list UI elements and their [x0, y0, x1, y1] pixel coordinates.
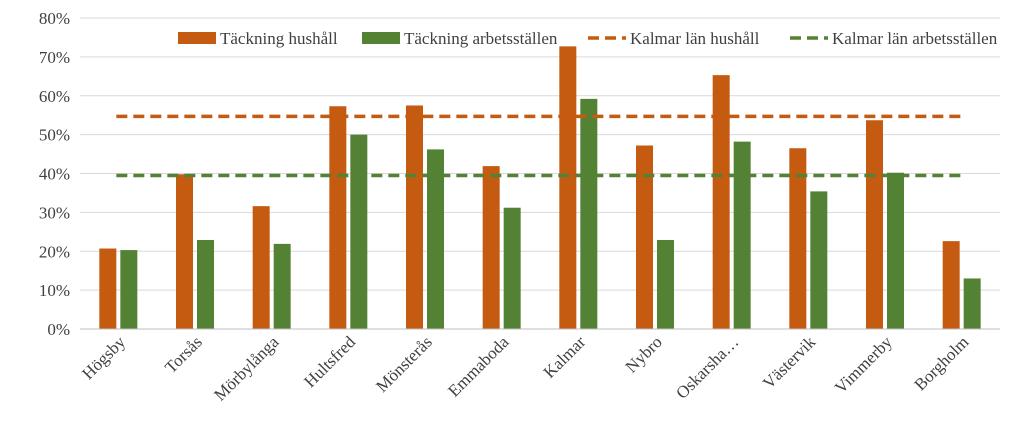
x-tick-label: Västervik [759, 332, 820, 393]
y-tick-label: 40% [39, 165, 70, 184]
bars [99, 46, 981, 330]
bar-hushall-9 [789, 148, 807, 329]
bar-hushall-7 [636, 145, 653, 329]
x-tick-label: Mörbylånga [210, 332, 283, 405]
y-tick-label: 60% [39, 87, 70, 106]
x-tick-label: Högsby [78, 332, 129, 383]
reference-lines [116, 114, 964, 178]
bar-arbetsstallen-8 [733, 141, 751, 329]
x-tick-label: Torsås [161, 332, 206, 377]
bar-arbetsstallen-5 [503, 207, 521, 329]
bar-arbetsstallen-0 [120, 250, 138, 329]
bar-hushall-1 [176, 174, 193, 329]
bar-hushall-3 [329, 106, 347, 329]
bar-arbetsstallen-3 [350, 134, 368, 329]
bar-hushall-6 [559, 46, 577, 329]
x-tick-label: Emmaboda [444, 332, 513, 401]
y-tick-label: 0% [47, 320, 70, 339]
bar-arbetsstallen-4 [427, 149, 444, 329]
bar-hushall-4 [406, 105, 423, 329]
legend-label: Kalmar län hushåll [630, 29, 760, 48]
legend-label: Kalmar län arbetsställen [832, 29, 998, 48]
x-tick-label: Hultsfred [300, 332, 359, 391]
x-tick-label: Vimmerby [831, 332, 896, 397]
bar-hushall-11 [942, 241, 960, 329]
legend-swatch [178, 32, 216, 44]
y-tick-label: 70% [39, 48, 70, 67]
bar-hushall-10 [866, 120, 883, 330]
bar-hushall-8 [712, 75, 730, 330]
x-tick-label: Borgholm [911, 332, 973, 394]
legend-label: Täckning hushåll [220, 29, 338, 48]
legend: Täckning hushåll Täckning arbetsställen Ka… [178, 29, 998, 48]
bar-arbetsstallen-7 [657, 239, 674, 329]
bar-arbetsstallen-10 [887, 172, 904, 329]
bar-arbetsstallen-9 [810, 191, 828, 329]
bar-hushall-2 [252, 206, 270, 329]
y-axis-ticks: 0% 10% 20% 30% 40% 50% 60% 70% 80% [39, 9, 70, 339]
legend-swatch [362, 32, 400, 44]
bar-arbetsstallen-1 [197, 239, 214, 329]
x-axis-ticks: Högsby Torsås Mörbylånga Hultsfred Mönsterås… [78, 332, 972, 405]
x-tick-label: Nybro [622, 332, 666, 376]
y-tick-label: 50% [39, 126, 70, 145]
y-tick-label: 10% [39, 281, 70, 300]
y-tick-label: 30% [39, 203, 70, 222]
gridlines [80, 17, 1000, 291]
x-tick-label: Mönsterås [372, 332, 436, 396]
bar-hushall-5 [482, 166, 500, 329]
y-tick-label: 80% [39, 9, 70, 28]
bar-hushall-0 [99, 248, 117, 329]
bar-arbetsstallen-6 [580, 98, 598, 329]
bar-arbetsstallen-2 [273, 243, 291, 329]
x-tick-label: Oskarsha… [672, 332, 742, 402]
y-tick-label: 20% [39, 242, 70, 261]
bar-arbetsstallen-11 [963, 278, 981, 329]
legend-label: Täckning arbetsställen [404, 29, 558, 48]
x-tick-label: Kalmar [540, 332, 590, 382]
